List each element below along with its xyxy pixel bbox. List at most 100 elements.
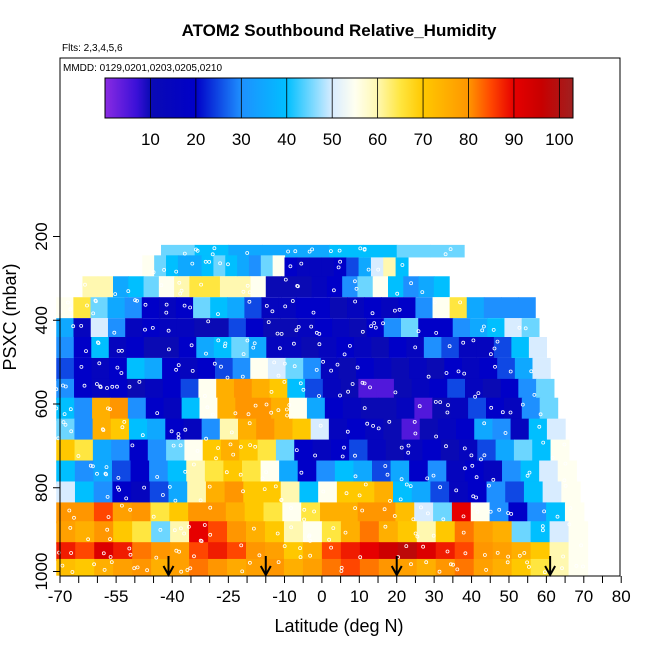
sample-point — [264, 470, 269, 475]
heat-cell — [269, 378, 288, 400]
x-tick-label: 0 — [317, 587, 326, 606]
sample-point — [68, 307, 73, 312]
x-tick-label: -40 — [160, 587, 185, 606]
heat-cell — [542, 481, 562, 505]
sample-point — [253, 403, 258, 408]
sample-point — [369, 324, 374, 329]
sample-point — [282, 544, 287, 548]
heat-cell — [371, 337, 390, 358]
sample-point — [387, 419, 392, 424]
sample-point — [110, 384, 115, 389]
heat-cell — [406, 337, 425, 358]
sample-point — [419, 505, 423, 510]
sample-point — [275, 531, 280, 536]
sample-point — [317, 331, 322, 336]
sample-point — [137, 379, 142, 384]
heat-cell — [396, 397, 415, 421]
sample-point — [159, 283, 164, 288]
heat-cell — [189, 255, 203, 277]
heat-cell — [125, 318, 144, 337]
heat-cell — [500, 378, 519, 400]
heat-cell — [388, 276, 404, 298]
heat-cell — [279, 460, 299, 484]
heat-cell — [430, 244, 465, 258]
heat-cell — [248, 255, 262, 277]
sample-point — [458, 300, 463, 305]
sample-point — [292, 364, 297, 369]
sample-point — [476, 391, 481, 396]
sample-point — [71, 324, 76, 329]
sample-point — [104, 465, 109, 470]
heat-cell — [109, 397, 129, 421]
colorbar: 10 20 30 40 50 60 70 80 90 100 — [104, 77, 574, 149]
heat-cell — [91, 357, 110, 381]
heat-cell — [159, 318, 178, 337]
heat-cell — [476, 337, 495, 358]
heat-cell — [127, 378, 146, 400]
heat-cell — [280, 481, 301, 505]
heat-cell — [251, 378, 271, 400]
sample-point — [298, 546, 303, 550]
x-tick-label: 60 — [537, 587, 556, 606]
y-tick-label: 1000 — [32, 553, 51, 591]
sample-point — [172, 528, 177, 533]
heat-cell — [56, 357, 75, 381]
sample-point — [233, 411, 238, 416]
heat-cell — [504, 318, 523, 337]
heat-cell — [324, 397, 344, 421]
heat-cell — [447, 378, 466, 400]
heat-cell — [378, 397, 398, 421]
sample-point — [286, 249, 291, 254]
sample-point — [171, 443, 176, 448]
sample-point — [329, 545, 334, 550]
heat-cell — [149, 481, 170, 505]
heat-cell — [418, 318, 437, 337]
heat-cell — [487, 318, 506, 337]
sample-point — [538, 412, 543, 417]
heat-cell — [557, 460, 577, 484]
sample-point — [446, 403, 450, 408]
sample-point — [404, 544, 409, 548]
heat-cell — [75, 558, 95, 576]
sample-point — [366, 267, 371, 272]
sample-point — [108, 537, 112, 541]
colorbar-tick-label: 40 — [277, 130, 296, 149]
heat-cell — [427, 460, 447, 484]
heat-cell — [550, 439, 570, 463]
sample-point — [185, 568, 190, 572]
heat-cell — [74, 439, 94, 463]
heat-cell — [416, 542, 437, 562]
sample-point — [285, 413, 290, 418]
sample-point — [372, 321, 377, 326]
heat-cell — [246, 521, 266, 545]
heat-cell — [56, 521, 76, 545]
heat-cell — [204, 276, 221, 298]
heat-cell — [109, 378, 128, 400]
y-axis: 200 400 600 800 1000 — [32, 222, 61, 591]
chart-title: ATOM2 Southbound Relative_Humidity — [182, 21, 497, 40]
sample-point — [179, 288, 184, 293]
sample-point — [503, 431, 508, 435]
heat-cell — [170, 558, 190, 576]
heat-cell — [523, 481, 544, 505]
heat-cell — [302, 542, 323, 562]
sample-point — [96, 340, 100, 345]
sample-point — [76, 454, 81, 458]
sample-point — [210, 252, 215, 257]
heat-cell — [549, 542, 570, 562]
x-tick-label: 70 — [574, 587, 593, 606]
heat-cell — [180, 378, 200, 400]
heat-cell — [239, 439, 259, 463]
heat-cell — [141, 297, 160, 319]
heat-cell — [549, 558, 570, 576]
heat-cell — [161, 244, 196, 258]
heat-cell — [56, 502, 76, 524]
heat-cell — [217, 397, 236, 421]
sample-point — [437, 569, 442, 574]
heat-cell — [414, 502, 434, 524]
sample-point — [95, 471, 99, 476]
heat-cell — [318, 481, 338, 505]
heat-cell — [235, 276, 252, 298]
heat-cell — [359, 521, 380, 545]
sample-point — [188, 566, 193, 571]
